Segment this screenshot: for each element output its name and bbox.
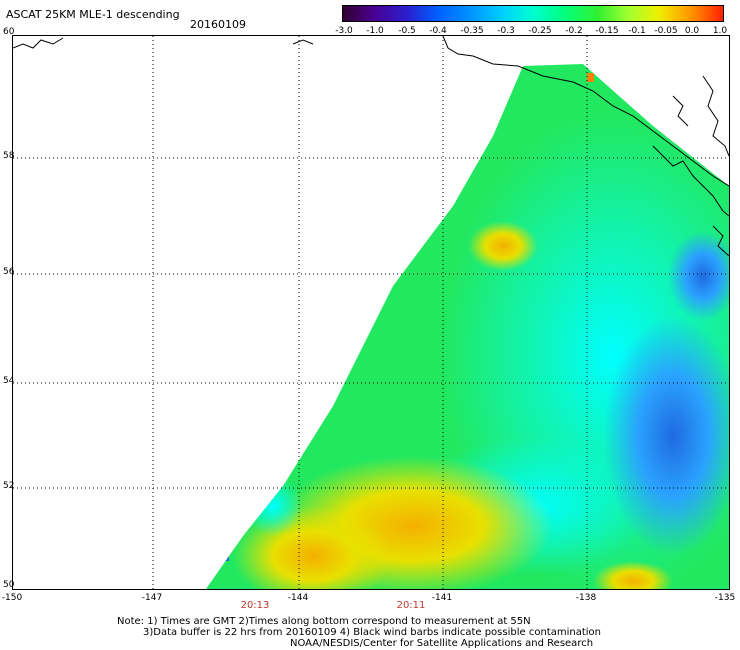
lat-label: 52	[3, 481, 15, 491]
colorbar-tick: -0.3	[497, 26, 515, 36]
lon-label: -150	[1, 593, 23, 603]
colorbar-tick: 0.0	[684, 26, 700, 36]
lat-label: 54	[3, 376, 15, 386]
lon-label: -144	[287, 593, 309, 603]
colorbar	[342, 5, 724, 22]
lat-label: 56	[3, 267, 15, 277]
colorbar-tick: 1.0	[712, 26, 728, 36]
map-canvas	[13, 36, 729, 589]
coastline	[13, 36, 729, 257]
note-line-3: NOAA/NESDIS/Center for Satellite Applica…	[290, 638, 594, 649]
lon-label: -147	[141, 593, 163, 603]
time-label: 20:11	[396, 600, 426, 611]
note-line-2: 3)Data buffer is 22 hrs from 20160109 4)…	[143, 627, 601, 638]
colorbar-tick: -0.25	[528, 26, 552, 36]
lat-label: 58	[3, 151, 15, 161]
colorbar-labels: -3.0 -1.0 -0.5 -0.4 -0.35 -0.3 -0.25 -0.…	[330, 26, 740, 40]
lon-label: -135	[714, 593, 736, 603]
lon-label: -141	[431, 593, 453, 603]
colorbar-tick: -0.4	[429, 26, 447, 36]
note-line-1: Note: 1) Times are GMT 2)Times along bot…	[117, 616, 531, 627]
colorbar-tick: -0.35	[460, 26, 484, 36]
lat-label: 60	[3, 27, 15, 37]
lat-label: 50	[3, 580, 15, 590]
colorbar-tick: -0.5	[398, 26, 416, 36]
graticule	[13, 36, 729, 589]
map-plot	[12, 35, 730, 590]
colorbar-tick: -1.0	[366, 26, 384, 36]
ascat-swath	[206, 64, 729, 589]
colorbar-tick: -0.15	[595, 26, 619, 36]
lon-label: -138	[575, 593, 597, 603]
map-title: ASCAT 25KM MLE-1 descending	[6, 8, 180, 21]
colorbar-tick: -0.1	[628, 26, 646, 36]
time-label: 20:13	[240, 600, 270, 611]
map-date: 20160109	[190, 18, 246, 31]
colorbar-tick: -3.0	[335, 26, 353, 36]
colorbar-tick: -0.05	[654, 26, 678, 36]
colorbar-tick: -0.2	[565, 26, 583, 36]
